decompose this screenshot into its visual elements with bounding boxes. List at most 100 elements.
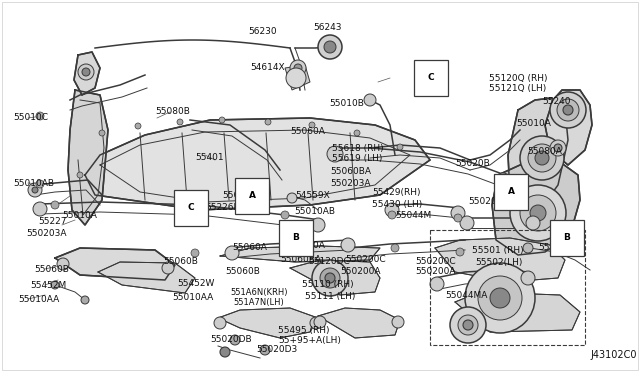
Polygon shape bbox=[455, 292, 580, 332]
Text: 55044MA: 55044MA bbox=[445, 291, 488, 299]
Circle shape bbox=[51, 201, 59, 209]
Circle shape bbox=[530, 205, 546, 221]
Polygon shape bbox=[98, 262, 195, 293]
Circle shape bbox=[430, 277, 444, 291]
Text: 55060BA: 55060BA bbox=[280, 256, 321, 264]
Text: 550200C: 550200C bbox=[345, 254, 386, 263]
Text: 55010AA: 55010AA bbox=[18, 295, 60, 304]
Text: 55044M: 55044M bbox=[395, 211, 431, 219]
Circle shape bbox=[32, 187, 38, 193]
Circle shape bbox=[456, 248, 464, 256]
Text: B: B bbox=[564, 234, 570, 243]
Circle shape bbox=[354, 130, 360, 136]
Circle shape bbox=[82, 68, 90, 76]
Circle shape bbox=[57, 258, 69, 270]
Text: 55020B: 55020B bbox=[455, 158, 490, 167]
Text: 55429(RH): 55429(RH) bbox=[372, 189, 420, 198]
Circle shape bbox=[388, 211, 396, 219]
Circle shape bbox=[260, 345, 270, 355]
Text: 55020B: 55020B bbox=[468, 196, 503, 205]
Circle shape bbox=[33, 202, 47, 216]
Text: 55060A: 55060A bbox=[290, 126, 325, 135]
Text: 55010C: 55010C bbox=[13, 113, 48, 122]
Text: 55+95+A(LH): 55+95+A(LH) bbox=[278, 337, 341, 346]
Polygon shape bbox=[218, 308, 318, 338]
Text: 55010AB: 55010AB bbox=[294, 206, 335, 215]
Circle shape bbox=[314, 316, 326, 328]
Text: A: A bbox=[248, 192, 255, 201]
Circle shape bbox=[392, 316, 404, 328]
Text: 55060A: 55060A bbox=[290, 241, 325, 250]
Circle shape bbox=[287, 193, 297, 203]
Text: B: B bbox=[292, 234, 300, 243]
Text: 55060A: 55060A bbox=[232, 243, 267, 251]
Circle shape bbox=[526, 216, 540, 230]
Text: 55501 (RH): 55501 (RH) bbox=[472, 246, 524, 254]
Circle shape bbox=[528, 144, 556, 172]
Circle shape bbox=[51, 281, 59, 289]
Text: 55452M: 55452M bbox=[30, 280, 67, 289]
Circle shape bbox=[478, 276, 522, 320]
Circle shape bbox=[265, 119, 271, 125]
Text: 54559X: 54559X bbox=[295, 192, 330, 201]
Circle shape bbox=[135, 123, 141, 129]
Text: 56243: 56243 bbox=[313, 22, 342, 32]
Circle shape bbox=[550, 140, 566, 156]
Polygon shape bbox=[74, 52, 100, 95]
Polygon shape bbox=[55, 248, 175, 280]
Circle shape bbox=[327, 146, 343, 162]
Circle shape bbox=[81, 296, 89, 304]
Circle shape bbox=[320, 268, 340, 288]
Polygon shape bbox=[220, 246, 380, 262]
Text: 55226P: 55226P bbox=[205, 203, 239, 212]
Text: C: C bbox=[428, 74, 435, 83]
Circle shape bbox=[309, 122, 315, 128]
Polygon shape bbox=[290, 260, 380, 295]
Text: 550200A: 550200A bbox=[415, 267, 456, 276]
Circle shape bbox=[312, 260, 348, 296]
Circle shape bbox=[28, 183, 42, 197]
Text: 55010AB: 55010AB bbox=[13, 179, 54, 187]
Text: 55502(LH): 55502(LH) bbox=[475, 257, 522, 266]
Circle shape bbox=[557, 99, 579, 121]
Text: 551A7N(LH): 551A7N(LH) bbox=[233, 298, 284, 308]
Circle shape bbox=[214, 317, 226, 329]
Text: 55010A: 55010A bbox=[538, 244, 573, 253]
Text: 55020D3: 55020D3 bbox=[256, 346, 297, 355]
Circle shape bbox=[243, 201, 251, 209]
Circle shape bbox=[521, 271, 535, 285]
Text: 550200C: 550200C bbox=[415, 257, 456, 266]
Text: 55020DB: 55020DB bbox=[210, 334, 252, 343]
Circle shape bbox=[463, 320, 473, 330]
Text: 55121Q (LH): 55121Q (LH) bbox=[489, 84, 547, 93]
Circle shape bbox=[220, 347, 230, 357]
Circle shape bbox=[325, 273, 335, 283]
Text: 55060B: 55060B bbox=[225, 266, 260, 276]
Polygon shape bbox=[435, 238, 565, 282]
Circle shape bbox=[36, 112, 44, 120]
Polygon shape bbox=[68, 90, 108, 225]
Circle shape bbox=[281, 211, 289, 219]
Circle shape bbox=[286, 68, 306, 88]
Circle shape bbox=[191, 249, 199, 257]
Circle shape bbox=[465, 263, 535, 333]
Circle shape bbox=[99, 130, 105, 136]
Text: 55619 (LH): 55619 (LH) bbox=[332, 154, 382, 164]
Circle shape bbox=[495, 173, 511, 189]
Circle shape bbox=[397, 144, 403, 150]
Circle shape bbox=[225, 246, 239, 260]
Circle shape bbox=[458, 315, 478, 335]
Text: 550203A: 550203A bbox=[330, 180, 371, 189]
Circle shape bbox=[550, 92, 586, 128]
Circle shape bbox=[450, 307, 486, 343]
Text: 55452W: 55452W bbox=[177, 279, 214, 288]
Circle shape bbox=[523, 243, 533, 253]
Text: 550203A: 550203A bbox=[26, 230, 67, 238]
Text: 55010AA: 55010AA bbox=[172, 294, 213, 302]
Text: 55430 (LH): 55430 (LH) bbox=[372, 199, 422, 208]
Text: 55618 (RH): 55618 (RH) bbox=[332, 144, 383, 153]
Circle shape bbox=[364, 94, 376, 106]
Text: 55010A: 55010A bbox=[516, 119, 551, 128]
Circle shape bbox=[554, 144, 562, 152]
Text: 55060BA: 55060BA bbox=[330, 167, 371, 176]
